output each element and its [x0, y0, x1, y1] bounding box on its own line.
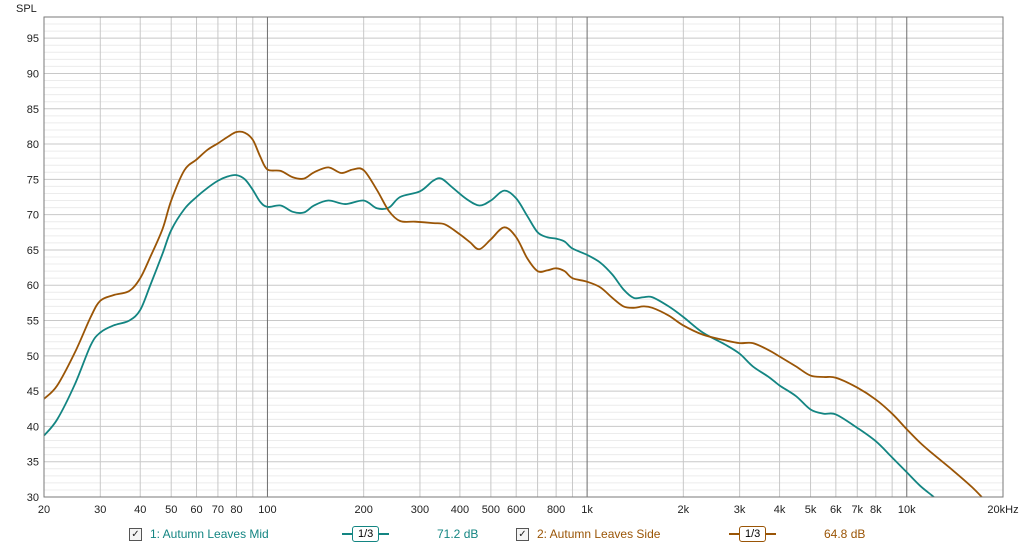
- y-tick-label: 90: [27, 68, 39, 80]
- legend-item-2: ✓ 2: Autumn Leaves Side: [516, 524, 660, 544]
- y-axis-title: SPL: [16, 3, 37, 15]
- x-tick-label: 500: [482, 504, 500, 516]
- y-tick-labels: 30 35 40 45 50 55 60 65 70 75 80 85 90 95: [27, 33, 39, 504]
- y-tick-label: 65: [27, 245, 39, 257]
- y-tick-label: 40: [27, 421, 39, 433]
- y-tick-label: 50: [27, 351, 39, 363]
- x-tick-label: 1k: [581, 504, 593, 516]
- y-tick-label: 45: [27, 386, 39, 398]
- series-1-name[interactable]: 1: Autumn Leaves Mid: [150, 527, 269, 541]
- series-2-line-swatch: [766, 533, 777, 535]
- y-tick-label: 55: [27, 316, 39, 328]
- x-tick-label: 5k: [805, 504, 817, 516]
- x-tick-label: 600: [507, 504, 525, 516]
- series-2-line-swatch: [729, 533, 739, 535]
- series-2-checkbox[interactable]: ✓: [516, 527, 529, 541]
- y-tick-label: 70: [27, 210, 39, 222]
- plot-frame: [43, 16, 1004, 498]
- series-1-checkbox[interactable]: ✓: [129, 527, 142, 541]
- series-2-line: [44, 130, 984, 497]
- x-tick-label: 300: [411, 504, 429, 516]
- series-2-smoothing-button[interactable]: 1/3: [729, 524, 777, 544]
- x-tick-label: 7k: [851, 504, 863, 516]
- x-tick-label: 20kHz: [987, 504, 1018, 516]
- x-tick-label: 50: [165, 504, 177, 516]
- x-tick-labels: 20 30 40 50 60 70 80 100 200 300 400 500 600 800 1k 2k 3…: [38, 504, 1019, 516]
- x-tick-label: 200: [354, 504, 372, 516]
- x-tick-label: 4k: [774, 504, 786, 516]
- y-tick-label: 95: [27, 33, 39, 45]
- y-tick-label: 75: [27, 174, 39, 186]
- x-tick-label: 60: [190, 504, 202, 516]
- grid: [43, 16, 1004, 498]
- y-tick-label: 30: [27, 492, 39, 504]
- x-tick-label: 70: [212, 504, 224, 516]
- legend-item-1: ✓ 1: Autumn Leaves Mid: [129, 524, 269, 544]
- x-tick-label: 800: [547, 504, 565, 516]
- series-1-line-swatch: [342, 533, 352, 535]
- series-lines: [44, 130, 984, 497]
- x-tick-label: 2k: [678, 504, 690, 516]
- x-tick-label: 20: [38, 504, 50, 516]
- series-2-smoothing-label: 1/3: [739, 526, 767, 542]
- series-2-level: 64.8 dB: [824, 527, 866, 541]
- x-tick-label: 80: [230, 504, 242, 516]
- x-tick-label: 10k: [898, 504, 916, 516]
- y-tick-label: 35: [27, 457, 39, 469]
- series-1-smoothing-label: 1/3: [352, 526, 380, 542]
- x-tick-label: 40: [134, 504, 146, 516]
- series-1-smoothing-button[interactable]: 1/3: [342, 524, 390, 544]
- y-tick-label: 60: [27, 280, 39, 292]
- x-tick-label: 6k: [830, 504, 842, 516]
- x-tick-label: 3k: [734, 504, 746, 516]
- series-1-level: 71.2 dB: [437, 527, 479, 541]
- series-1-line-swatch: [379, 533, 390, 535]
- series-1-line: [44, 174, 936, 497]
- y-tick-label: 85: [27, 104, 39, 116]
- x-tick-label: 400: [451, 504, 469, 516]
- y-tick-label: 80: [27, 139, 39, 151]
- x-tick-label: 30: [94, 504, 106, 516]
- series-2-name[interactable]: 2: Autumn Leaves Side: [537, 527, 661, 541]
- x-tick-label: 8k: [870, 504, 882, 516]
- x-tick-label: 100: [258, 504, 276, 516]
